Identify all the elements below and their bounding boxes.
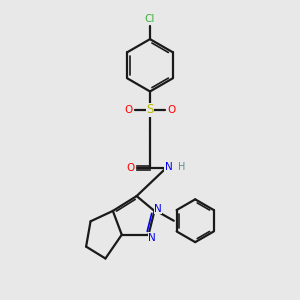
- Text: O: O: [167, 105, 175, 115]
- Text: Cl: Cl: [145, 14, 155, 24]
- Text: N: N: [165, 162, 172, 172]
- Text: N: N: [154, 204, 162, 214]
- Text: O: O: [124, 105, 133, 115]
- Text: S: S: [146, 103, 154, 116]
- Text: N: N: [148, 233, 156, 243]
- Text: O: O: [126, 163, 134, 173]
- Text: H: H: [178, 162, 185, 172]
